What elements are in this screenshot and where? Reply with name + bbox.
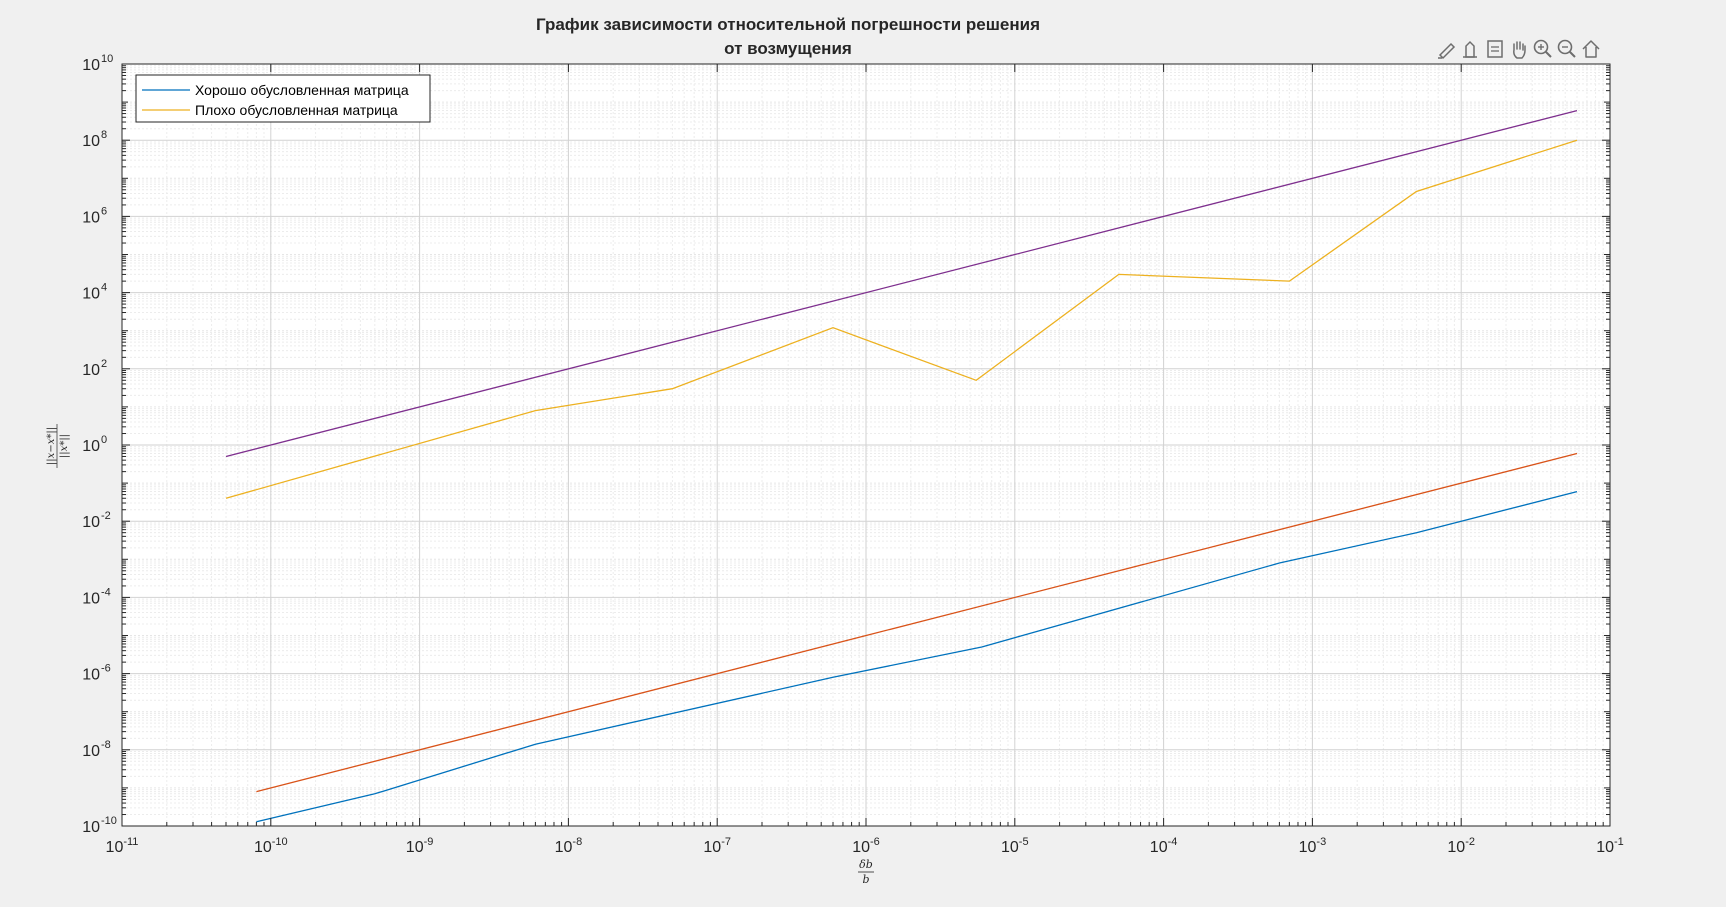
- y-tick-exponent: 4: [101, 282, 107, 294]
- axes-toolbar: [1436, 38, 1602, 60]
- x-tick-label: 10-2: [1447, 836, 1475, 856]
- y-tick-exponent: -10: [101, 815, 117, 827]
- x-tick-label: 10-6: [852, 836, 880, 856]
- y-tick-exponent: 2: [101, 358, 107, 370]
- y-tick-exponent: -2: [101, 510, 111, 522]
- x-tick-label: 10-10: [254, 836, 288, 856]
- legend-box: [135, 74, 431, 123]
- y-tick-label: 10: [82, 667, 100, 684]
- y-tick-exponent: -6: [101, 663, 111, 675]
- series-line-2: [256, 452, 1578, 793]
- svg-text:δb: δb: [859, 858, 873, 871]
- axis-ticks: [121, 63, 1611, 827]
- y-tick-exponent: 10: [101, 53, 113, 65]
- legend-entry-well-conditioned: Хорошо обусловленная матрица: [195, 82, 409, 98]
- home-icon[interactable]: [1580, 38, 1602, 60]
- chart-title-line1: График зависимости относительной погрешн…: [536, 15, 1040, 34]
- pan-icon[interactable]: [1508, 38, 1530, 60]
- zoom-out-icon[interactable]: [1556, 38, 1578, 60]
- series-layer: [225, 109, 1578, 823]
- x-tick-label: 10-9: [406, 836, 434, 856]
- legend-icon[interactable]: [1484, 38, 1506, 60]
- svg-text:||x−x*||: ||x−x*||: [46, 427, 57, 465]
- x-tick-label: 10-4: [1150, 836, 1178, 856]
- x-tick-label: 10-3: [1299, 836, 1327, 856]
- datatip-icon[interactable]: [1460, 38, 1482, 60]
- series-line-3: [225, 109, 1578, 458]
- x-tick-label: 10-11: [106, 836, 139, 856]
- y-tick-label: 10: [82, 514, 100, 531]
- svg-text:||x*||: ||x*||: [59, 434, 70, 458]
- x-axis-label: δb b: [858, 858, 874, 886]
- legend[interactable]: Хорошо обусловленная матрица Плохо обусл…: [135, 74, 431, 123]
- zoom-in-icon[interactable]: [1532, 38, 1554, 60]
- y-tick-exponent: -4: [101, 586, 111, 598]
- y-tick-exponent: 0: [101, 434, 107, 446]
- y-tick-label: 10: [82, 590, 100, 607]
- y-tick-label: 10: [82, 57, 100, 74]
- y-tick-label: 10: [82, 438, 100, 455]
- y-tick-label: 10: [82, 209, 100, 226]
- legend-entry-ill-conditioned: Плохо обусловленная матрица: [195, 102, 398, 118]
- series-line-1: [225, 139, 1578, 499]
- y-axis-label: ||x−x*|| ||x*||: [46, 424, 70, 468]
- x-tick-label: 10-7: [703, 836, 731, 856]
- y-tick-exponent: 8: [101, 129, 107, 141]
- y-tick-label: 10: [82, 133, 100, 150]
- x-tick-label: 10-1: [1596, 836, 1624, 856]
- axes-box: [121, 63, 1611, 827]
- brush-icon[interactable]: [1436, 38, 1458, 60]
- y-tick-label: 10: [82, 819, 100, 836]
- x-tick-labels: 10-11 10-10 10-9 10-8 10-7 10-6 10-5 10-4 10-3 10…: [106, 836, 1624, 856]
- chart-title-line2: от возмущения: [724, 39, 852, 58]
- svg-text:b: b: [862, 873, 869, 886]
- x-tick-label: 10-5: [1001, 836, 1029, 856]
- y-tick-exponent: -8: [101, 739, 111, 751]
- major-grid: [121, 63, 1611, 827]
- series-line-0: [256, 490, 1578, 823]
- y-tick-label: 10: [82, 286, 100, 303]
- y-tick-label: 10: [82, 743, 100, 760]
- x-tick-label: 10-8: [555, 836, 583, 856]
- y-tick-label: 10: [82, 362, 100, 379]
- y-tick-exponent: 6: [101, 205, 107, 217]
